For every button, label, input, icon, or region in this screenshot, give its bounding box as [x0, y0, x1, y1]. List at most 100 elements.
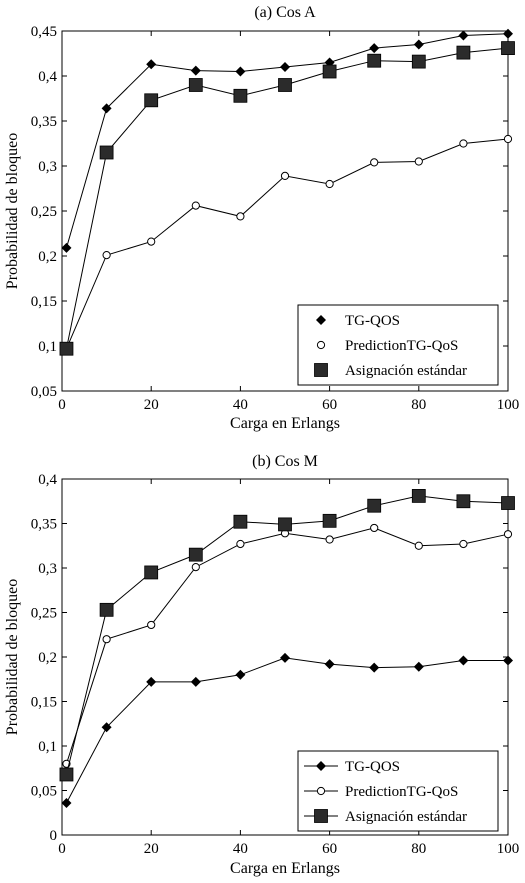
series-square: [59, 489, 515, 782]
data-point: [503, 28, 513, 39]
x-tick-label: 100: [497, 397, 520, 413]
chart-title: (a) Cos A: [254, 4, 316, 21]
data-point: [144, 565, 159, 580]
data-point: [325, 535, 334, 544]
data-point: [458, 30, 469, 41]
y-tick-label: 0: [50, 828, 58, 844]
data-point: [188, 78, 203, 92]
data-point: [235, 669, 246, 680]
data-point: [322, 513, 337, 528]
data-point: [147, 620, 156, 630]
data-point: [101, 722, 112, 733]
y-tick-label: 0,1: [38, 739, 57, 755]
data-point: [99, 145, 114, 160]
data-point: [370, 523, 379, 533]
y-tick-label: 0,25: [31, 606, 57, 622]
data-point: [61, 797, 72, 808]
data-point: [459, 539, 468, 549]
data-point: [236, 539, 245, 549]
data-point: [411, 489, 426, 503]
x-tick-label: 40: [233, 841, 248, 857]
legend: TG-QOS PredictionTG-QoS Asignación estánda…: [297, 750, 499, 832]
series-line: [65, 495, 509, 775]
data-point: [459, 139, 468, 148]
x-axis-label: Carga en Erlangs: [230, 415, 340, 432]
legend-marker: [316, 340, 326, 350]
data-point: [367, 498, 382, 513]
legend: TG-QOS PredictionTG-QoS Asignación estánda…: [297, 304, 499, 386]
series-diamond: [61, 652, 513, 808]
data-point: [280, 171, 290, 180]
data-point: [236, 212, 245, 221]
data-point: [414, 157, 423, 166]
y-tick-label: 0,25: [31, 204, 57, 220]
data-point: [147, 237, 156, 246]
chart-title: (b) Cos M: [252, 453, 318, 470]
data-point: [280, 62, 290, 72]
data-point: [501, 496, 515, 510]
legend-label: Asignación estándar: [345, 363, 467, 379]
data-point: [503, 655, 513, 666]
y-tick-label: 0,35: [31, 517, 57, 533]
legend-marker: [316, 786, 326, 796]
x-tick-label: 40: [233, 397, 248, 413]
legend-marker: [316, 315, 326, 325]
y-tick-label: 0,1: [38, 339, 57, 355]
x-tick-label: 100: [497, 841, 520, 857]
series-diamond: [61, 28, 513, 253]
y-tick-label: 0,05: [31, 384, 57, 400]
data-point: [278, 517, 292, 532]
data-point: [233, 88, 248, 103]
legend-box: [297, 304, 499, 386]
y-axis-label: Probabilidad de bloqueo: [4, 579, 21, 735]
data-point: [188, 547, 203, 562]
series-line: [65, 47, 509, 349]
y-tick-label: 0,3: [38, 159, 57, 175]
data-point: [144, 93, 159, 108]
data-point: [369, 43, 380, 54]
legend-marker: [314, 809, 328, 823]
y-tick-label: 0,15: [31, 695, 57, 711]
data-point: [61, 242, 72, 253]
y-tick-label: 0,2: [38, 249, 57, 265]
y-tick-label: 0,15: [31, 294, 57, 310]
data-point: [324, 659, 335, 670]
y-tick-label: 0,45: [31, 24, 57, 40]
data-point: [503, 530, 513, 539]
x-tick-label: 80: [411, 841, 426, 857]
data-point: [370, 158, 379, 167]
legend-marker: [314, 363, 328, 377]
x-tick-label: 0: [58, 841, 66, 857]
data-point: [102, 635, 111, 644]
legend-label: PredictionTG-QoS: [345, 784, 458, 800]
y-tick-label: 0,3: [38, 561, 57, 577]
chart-panel-a: (a) Cos A 0 20 40 60 80 100 0,05 0,1 0,15 0,2 0,25 0…: [4, 4, 519, 432]
data-point: [322, 64, 337, 79]
data-point: [503, 134, 513, 144]
data-point: [233, 514, 248, 529]
legend-label: TG-QOS: [345, 759, 400, 775]
data-point: [235, 66, 246, 77]
data-point: [102, 251, 111, 260]
data-point: [99, 602, 114, 617]
x-axis-label: Carga en Erlangs: [230, 860, 340, 877]
data-point: [278, 78, 292, 92]
chart-panel-b: (b) Cos M 0 20 40 60 80 100 0 0,05 0,1 0,15 0,2 0,25…: [4, 453, 519, 877]
data-point: [456, 45, 471, 60]
series-line: [65, 527, 509, 764]
data-point: [280, 652, 290, 663]
data-point: [190, 65, 201, 76]
data-point: [190, 676, 201, 687]
y-axis-label: Probabilidad de bloqueo: [4, 133, 21, 289]
y-tick-label: 0,2: [38, 650, 57, 666]
data-point: [501, 41, 515, 55]
legend-label: Asignación estándar: [345, 809, 467, 825]
x-tick-label: 60: [322, 841, 337, 857]
data-point: [59, 767, 74, 782]
x-tick-label: 20: [144, 841, 159, 857]
y-tick-label: 0,4: [38, 69, 57, 85]
data-point: [146, 59, 157, 70]
data-point: [414, 541, 423, 550]
legend-marker: [316, 761, 326, 771]
